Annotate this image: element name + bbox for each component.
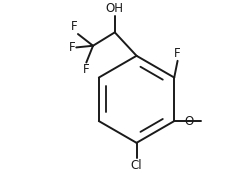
Text: OH: OH (105, 2, 123, 15)
Text: F: F (69, 41, 75, 54)
Text: F: F (83, 63, 89, 76)
Text: Cl: Cl (130, 159, 142, 172)
Text: F: F (174, 47, 180, 60)
Text: O: O (184, 115, 193, 128)
Text: F: F (70, 20, 77, 33)
